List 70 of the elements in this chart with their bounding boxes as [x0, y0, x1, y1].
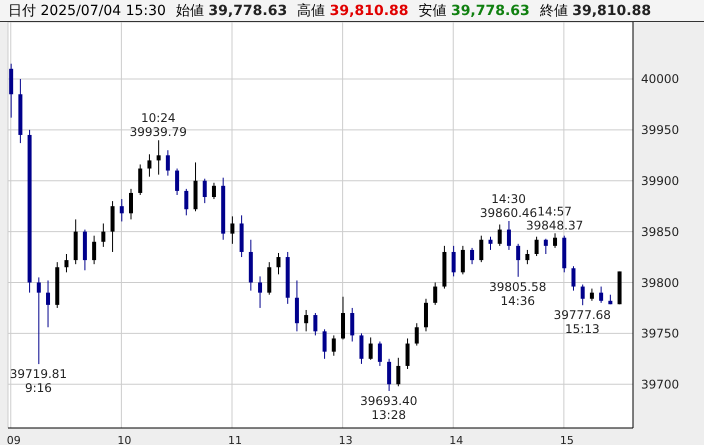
candlestick: [184, 188, 188, 216]
candlestick: [452, 245, 456, 277]
candlestick: [553, 232, 558, 248]
x-tick-label: 11: [228, 434, 242, 445]
candlestick: [258, 276, 262, 308]
y-tick-label: 39800: [641, 276, 680, 290]
y-tick-label: 40000: [641, 72, 680, 86]
chart-title: 日付 2025/07/04 15:30: [8, 2, 166, 20]
x-tick-label: 10: [117, 434, 132, 445]
x-tick-label: 15: [560, 434, 574, 445]
candlestick: [378, 341, 382, 366]
candlestick: [156, 140, 161, 176]
text: 終値 39,810.88: [540, 2, 652, 20]
candlestick: [488, 236, 493, 250]
candlestick: [202, 178, 207, 204]
candlestick: [571, 266, 576, 292]
candlestick: [479, 235, 484, 263]
candlestick: [414, 322, 419, 346]
candlestick: [128, 188, 133, 220]
candlestick: [313, 312, 318, 336]
candlestick: [396, 357, 400, 387]
candlestick: [175, 168, 180, 196]
candlestick: [92, 235, 96, 265]
candlestick: [276, 252, 280, 275]
candlestick: [580, 284, 585, 306]
annotation: 10:24 39939.79: [130, 111, 187, 140]
candlestick: [147, 154, 152, 178]
text: 安値 39,778.63: [418, 2, 530, 20]
candlestick: [166, 150, 170, 176]
annotation: 39719.81 9:16: [10, 367, 68, 396]
annotation: 39777.68 15:13: [554, 308, 611, 336]
candlestick: [230, 216, 234, 244]
candlestick: [498, 224, 502, 246]
candlestick: [599, 286, 604, 304]
x-tick-label: 09: [6, 434, 21, 445]
text: 高値 39,810.88: [297, 2, 408, 20]
text: 始値 39,778.63: [176, 2, 288, 20]
candlestick: [350, 307, 354, 342]
candlestick: [368, 336, 373, 360]
y-tick-label: 39700: [641, 378, 680, 392]
x-tick-label: 14: [449, 434, 464, 445]
candlestick: [120, 198, 124, 222]
candlestick: [516, 243, 520, 278]
candlestick: [212, 182, 216, 200]
candlestick: [101, 222, 106, 248]
y-tick-label: 39900: [641, 174, 680, 188]
y-tick-label: 39950: [641, 123, 680, 138]
candlestick: [359, 332, 364, 364]
candlestick: [460, 245, 465, 275]
candlestick: [525, 249, 530, 265]
candlestick: [544, 238, 548, 254]
candlestick: [332, 334, 336, 356]
y-tick-label: 39850: [641, 224, 680, 239]
x-tick-label: 13: [338, 434, 353, 445]
candlestick: [304, 309, 308, 332]
candlestick: [322, 328, 327, 360]
y-tick-label: 39750: [641, 326, 680, 341]
annotation: 39693.40 13:28: [360, 394, 418, 422]
candlestick: [506, 220, 511, 250]
candlestick: [590, 288, 594, 302]
candlestick: [36, 276, 41, 365]
annotation: 14:30 39860.46: [480, 192, 538, 220]
candlestick: [387, 358, 392, 392]
candlestick: [433, 282, 438, 306]
candlestick: [406, 338, 410, 370]
annotation: 39805.58 14:36: [489, 280, 546, 308]
candlestick: [46, 280, 50, 328]
candlestick: [64, 254, 68, 273]
candlestick: [534, 236, 539, 257]
candlestick: [470, 247, 474, 265]
